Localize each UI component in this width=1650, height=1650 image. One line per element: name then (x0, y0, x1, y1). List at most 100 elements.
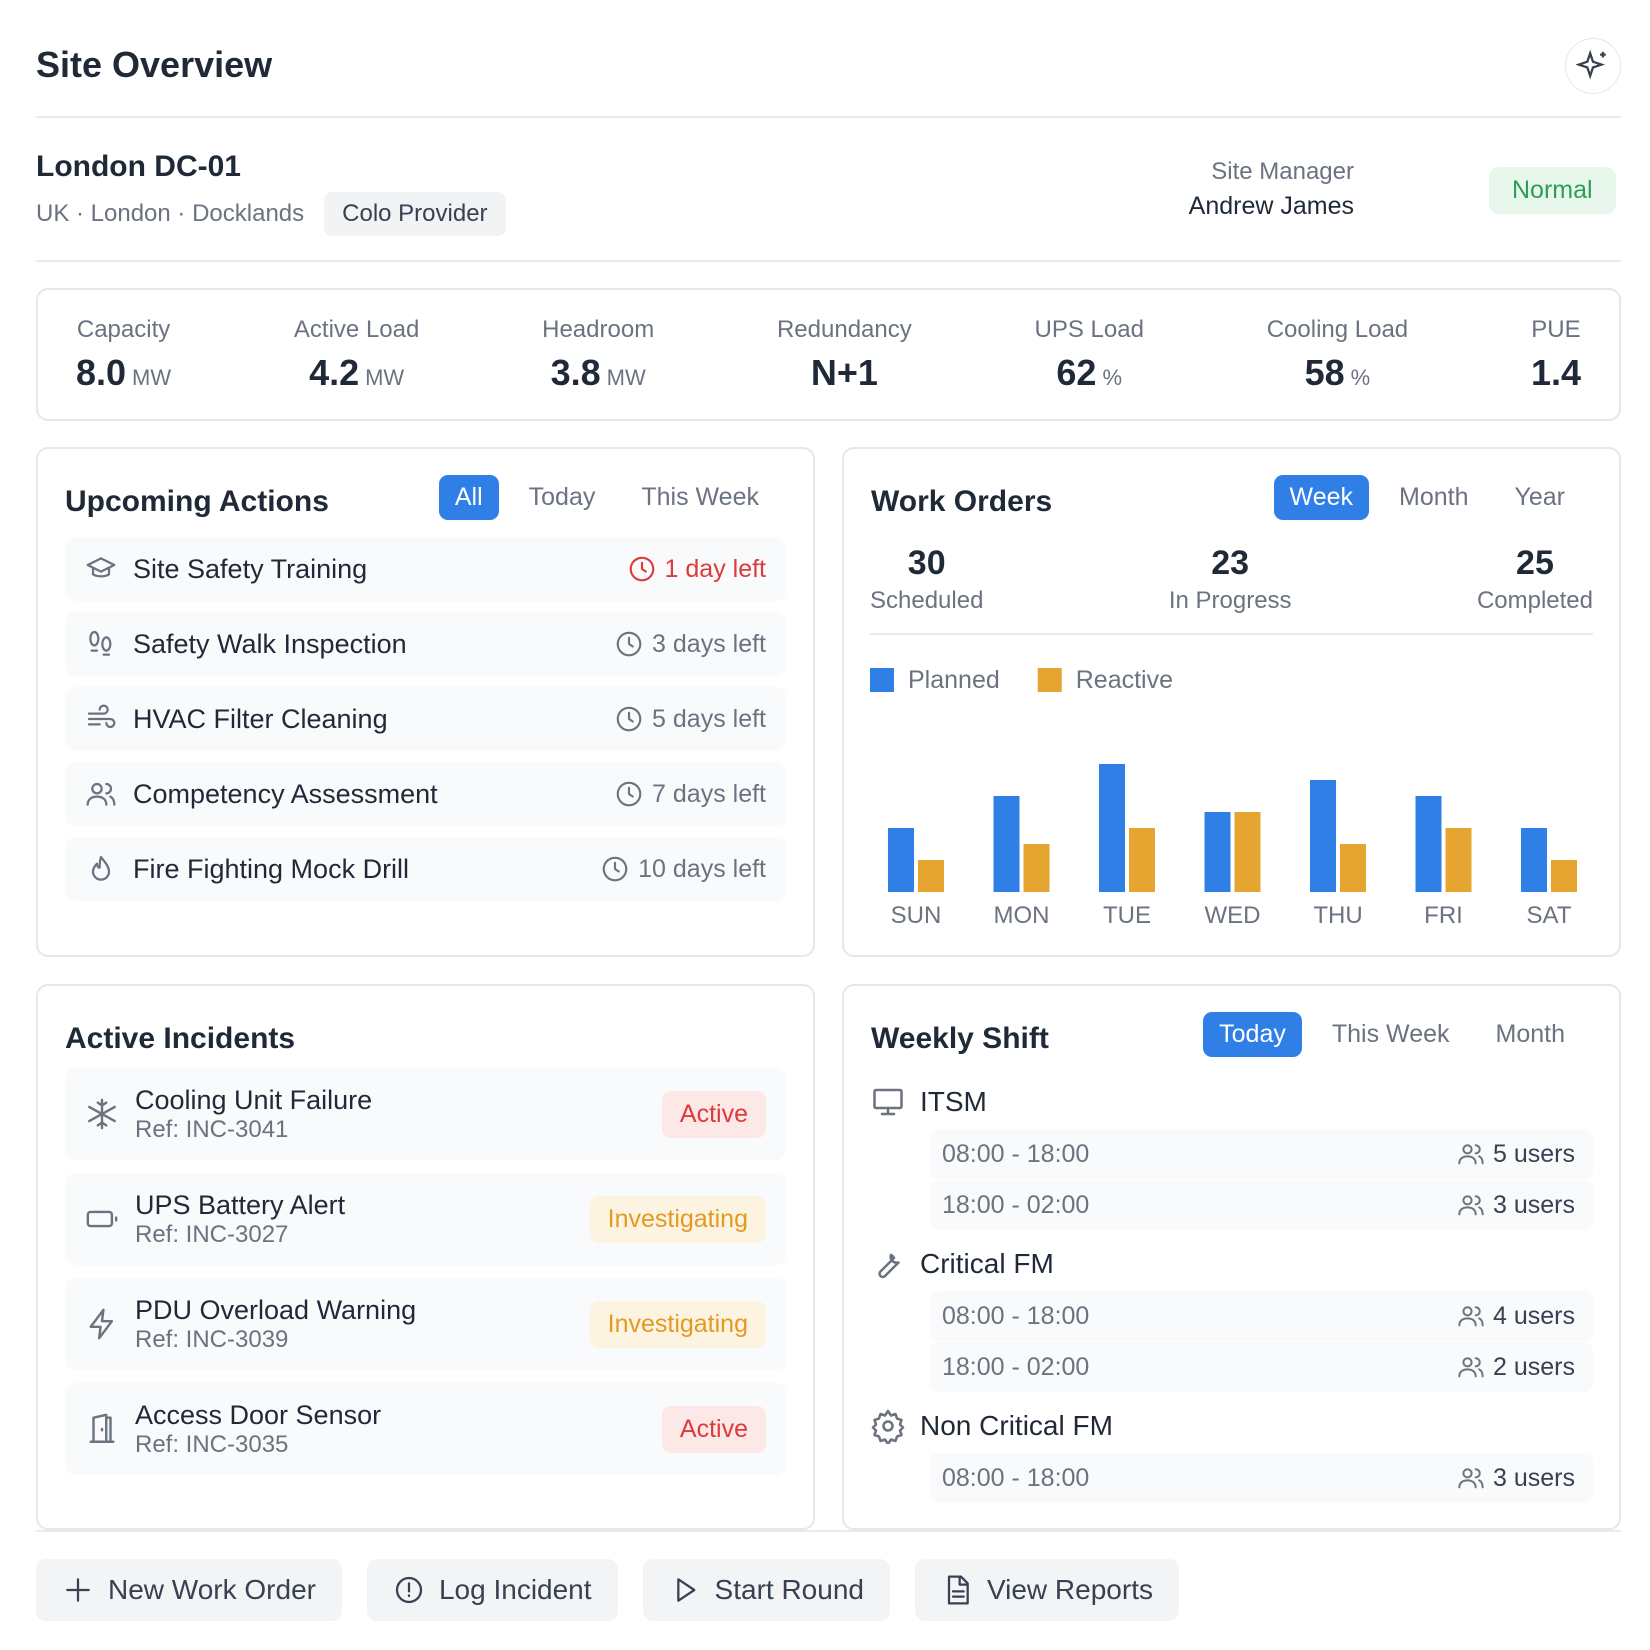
incident-status: Active (661, 1405, 766, 1453)
filter-tab[interactable]: Month (1399, 483, 1469, 511)
icon (85, 853, 117, 885)
shift-time: 08:00 - 18:00 (942, 1463, 1090, 1492)
incident-ref: Ref: INC-3039 (135, 1325, 289, 1353)
divider (36, 116, 1621, 118)
users-text: 5 users (1493, 1139, 1575, 1168)
metric-label: Cooling Load (1266, 316, 1409, 343)
metric: Redundancy N+1 (777, 316, 912, 419)
metric-value: 4.2 (309, 352, 360, 393)
x-tick-label: WED (1205, 902, 1261, 929)
shift-group: Non Critical FM (870, 1400, 1593, 1452)
users-text: 4 users (1493, 1301, 1575, 1330)
action-label: Fire Fighting Mock Drill (133, 853, 410, 884)
incident-text: Cooling Unit Failure Ref: INC-3041 (135, 1085, 662, 1144)
bar (1234, 812, 1261, 892)
filter-tab[interactable]: Today (528, 483, 596, 511)
incident-title: Access Door Sensor (135, 1399, 382, 1430)
stat-value: 25 (1516, 544, 1554, 582)
users-text: 3 users (1493, 1463, 1575, 1492)
action-row[interactable]: Safety Walk Inspection 3 days left (65, 612, 786, 676)
due-text: 7 days left (652, 779, 766, 808)
manager-name: Andrew James (1188, 192, 1354, 220)
action-row[interactable]: Site Safety Training 1 day left (65, 537, 786, 601)
stat-value: 23 (1211, 544, 1250, 582)
incident-title: PDU Overload Warning (135, 1294, 417, 1325)
divider (36, 260, 1621, 262)
stat: 30 Scheduled (870, 544, 983, 615)
stat-label: Scheduled (870, 587, 984, 614)
stat-label: Completed (1476, 587, 1593, 614)
incident-row[interactable]: Cooling Unit Failure Ref: INC-3041 Active (65, 1068, 786, 1160)
filter-tab[interactable]: This Week (641, 483, 759, 511)
incident-row[interactable]: Access Door Sensor Ref: INC-3035 Active (65, 1383, 786, 1475)
metric-label: Active Load (293, 316, 420, 343)
filter-tab[interactable]: Month (1495, 1020, 1565, 1048)
metric-value: 58 (1304, 352, 1345, 393)
filter-tabs: Week Month Year (1273, 475, 1581, 520)
incident-ref: Ref: INC-3035 (135, 1430, 289, 1458)
metric-unit: MW (365, 365, 405, 390)
due-text: 3 days left (652, 629, 766, 658)
bar (1099, 764, 1125, 892)
action-row[interactable]: Fire Fighting Mock Drill 10 days left (65, 837, 786, 901)
work-order-stats: 30 Scheduled 23 In Progress 25 Completed (870, 544, 1593, 635)
metric-value: 62 (1056, 352, 1097, 393)
shift-users: 2 users (1457, 1353, 1575, 1382)
icon (393, 1574, 425, 1606)
shift-users: 3 users (1457, 1191, 1575, 1220)
due-text: 1 day left (664, 554, 766, 583)
filter-tab[interactable]: Year (1514, 483, 1565, 511)
action-row[interactable]: Competency Assessment 7 days left (65, 762, 786, 826)
action-due: 1 day left (627, 554, 766, 584)
incident-text: Access Door Sensor Ref: INC-3035 (135, 1400, 662, 1459)
ai-button[interactable] (1565, 38, 1621, 94)
site-name: London DC-01 (36, 150, 241, 183)
bar (1340, 844, 1366, 892)
icon (1457, 1302, 1485, 1330)
icon (614, 704, 644, 734)
icon (870, 1084, 906, 1120)
action-button[interactable]: View Reports (914, 1559, 1179, 1621)
bar (918, 860, 944, 892)
shift-list: ITSM 08:00 - 18:00 5 users 18:00 - 02:00 3 u… (870, 1076, 1593, 1503)
metric-value-row: N+1 (777, 352, 912, 394)
sparkle-icon (1576, 49, 1606, 80)
action-button[interactable]: New Work Order (36, 1559, 342, 1621)
page-title: Site Overview (36, 44, 273, 85)
metric-value-row: 3.8 MW (542, 352, 654, 394)
group-name: Non Critical FM (920, 1410, 1113, 1441)
due-text: 10 days left (638, 854, 766, 883)
icon (85, 778, 117, 810)
shift-time: 08:00 - 18:00 (942, 1139, 1090, 1168)
metric-unit: MW (132, 365, 172, 390)
metric: Active Load 4.2 MW (294, 316, 419, 419)
shift-time: 18:00 - 02:00 (942, 1352, 1090, 1381)
incident-ref: Ref: INC-3027 (135, 1220, 289, 1248)
button-label: New Work Order (108, 1574, 316, 1605)
incident-status: Active (661, 1090, 766, 1138)
incident-row[interactable]: PDU Overload Warning Ref: INC-3039 Investi… (65, 1278, 786, 1370)
site-location: UK · London · Docklands (36, 200, 305, 227)
metric-unit: % (1350, 365, 1371, 390)
metric: PUE 1.4 (1531, 316, 1581, 419)
shift-time: 08:00 - 18:00 (942, 1301, 1090, 1330)
filter-tab[interactable]: All (438, 475, 499, 520)
action-button[interactable]: Log Incident (366, 1559, 618, 1621)
icon (1457, 1140, 1485, 1168)
icon (85, 553, 117, 585)
divider (36, 1530, 1621, 1532)
metric: UPS Load 62% (1035, 316, 1144, 419)
action-button[interactable]: Start Round (642, 1559, 890, 1621)
legend-swatch (870, 668, 894, 692)
filter-tab[interactable]: Week (1273, 475, 1369, 520)
action-due: 10 days left (600, 854, 766, 884)
incident-status: Investigating (589, 1300, 766, 1348)
icon (627, 554, 657, 584)
incident-row[interactable]: UPS Battery Alert Ref: INC-3027 Investigat… (65, 1173, 786, 1265)
action-row[interactable]: HVAC Filter Cleaning 5 days left (65, 687, 786, 751)
icon (85, 1412, 119, 1446)
filter-tab[interactable]: Today (1203, 1012, 1302, 1057)
stat: 25 Completed (1477, 544, 1593, 615)
filter-tab[interactable]: This Week (1331, 1020, 1450, 1048)
